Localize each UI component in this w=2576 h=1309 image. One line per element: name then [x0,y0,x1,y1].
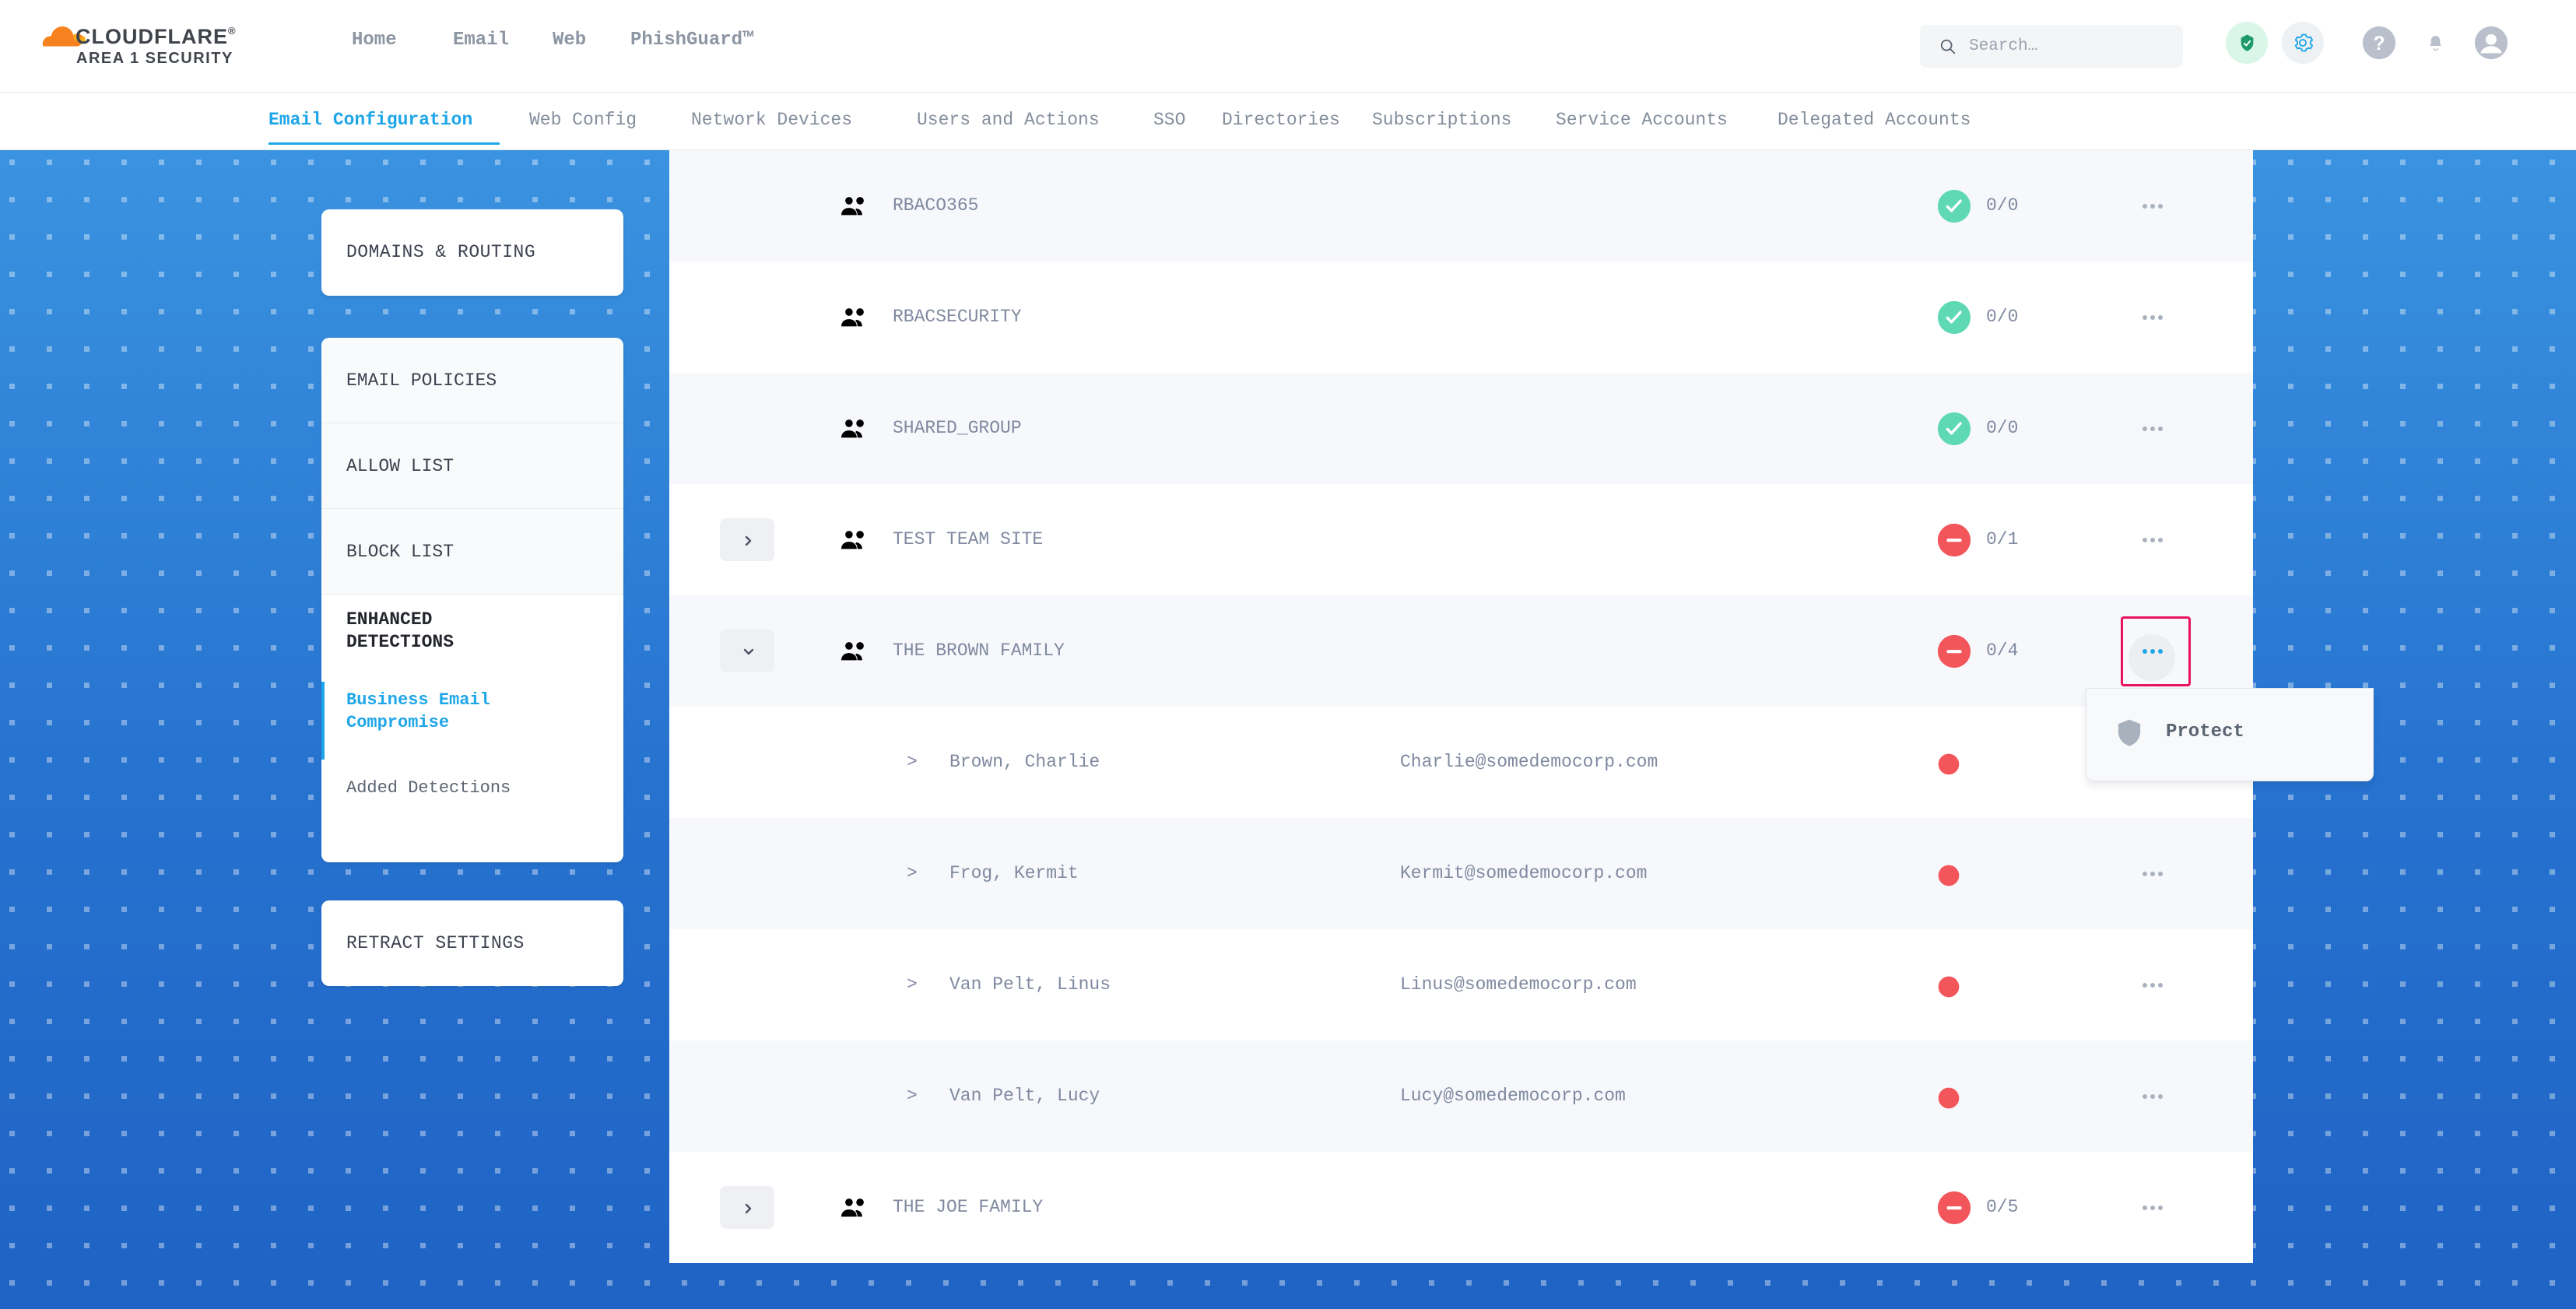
svg-text:?: ? [2373,33,2385,54]
